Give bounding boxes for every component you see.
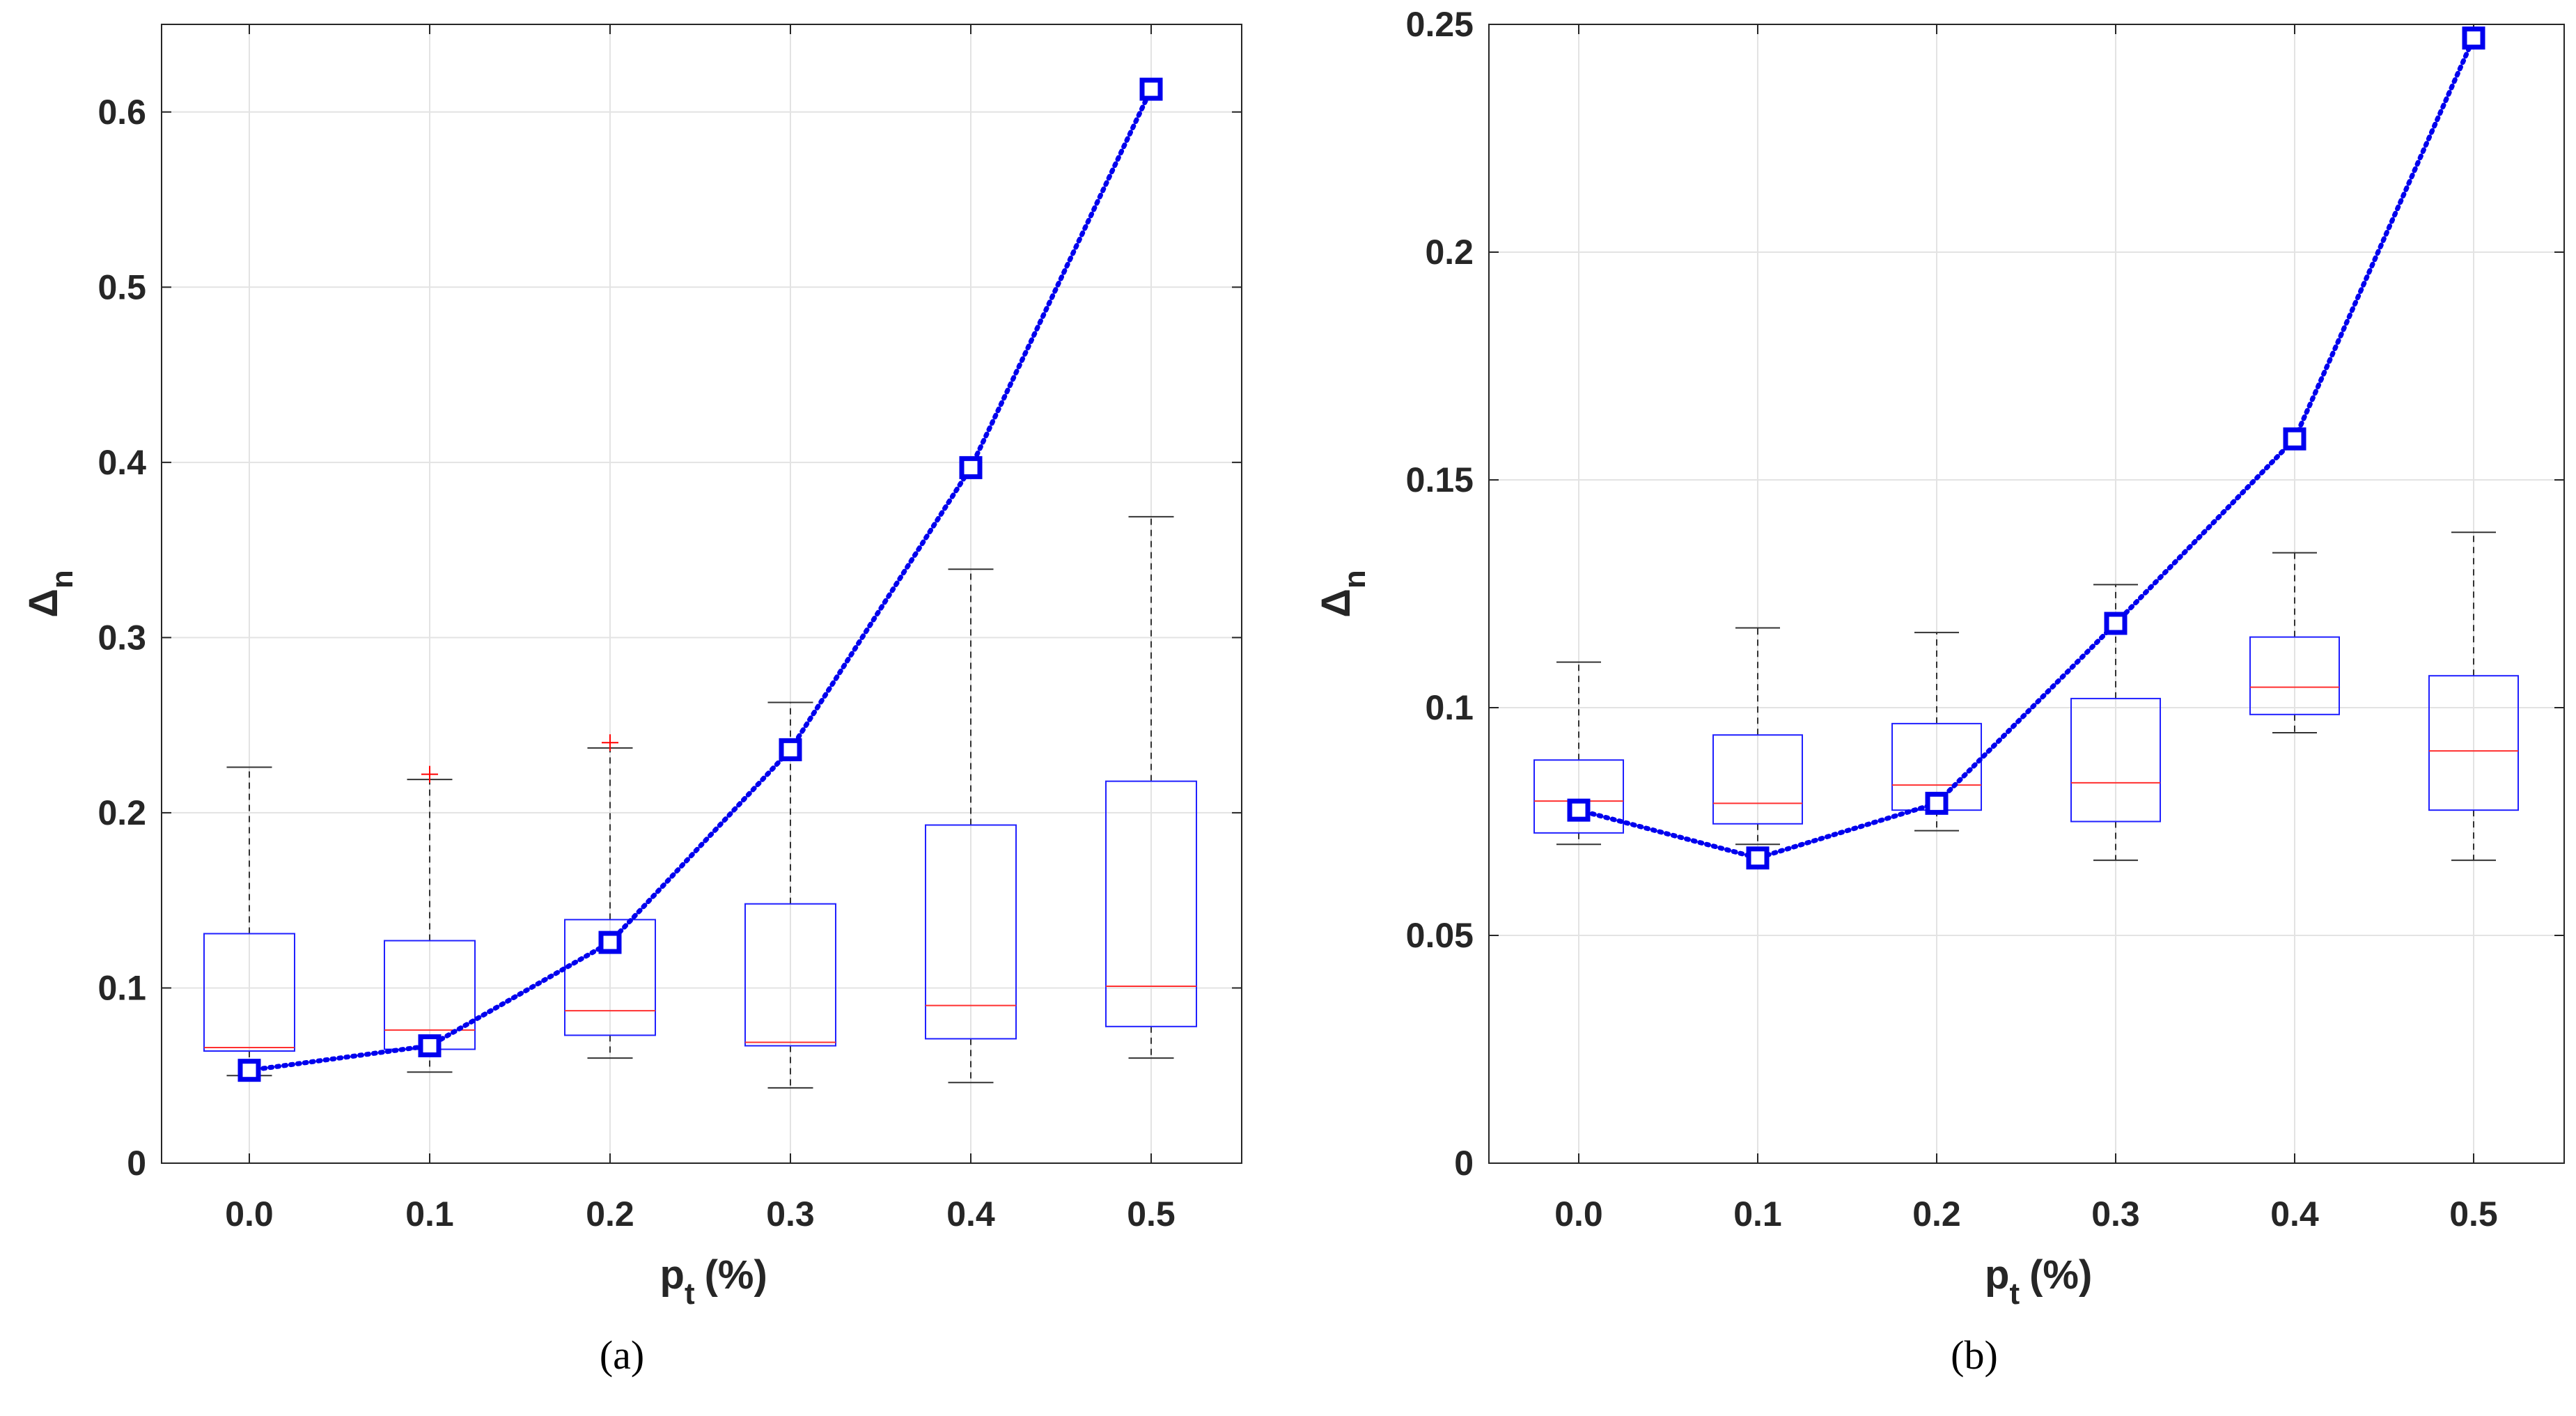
panel-label: (a) <box>600 1332 644 1378</box>
box-iqr <box>203 933 295 1052</box>
y-tick-label: 0.4 <box>97 443 146 482</box>
box-0.4 <box>925 568 1017 1084</box>
mean-point <box>2104 612 2128 635</box>
x-axis-label-unit: (%) <box>705 1252 767 1298</box>
mean-point <box>779 738 802 761</box>
panel-label-text: (b) <box>1951 1332 1998 1378</box>
box-0.3 <box>744 701 836 1089</box>
x-axis-label-main: p <box>660 1252 685 1298</box>
x-tick-label: 0.5 <box>1127 1195 1176 1234</box>
box-iqr <box>925 824 1017 1040</box>
outlier-marker <box>602 734 618 752</box>
y-tick-label: 0.2 <box>97 793 146 832</box>
y-tick-label: 0.2 <box>1425 233 1474 272</box>
mean-point <box>2283 427 2306 451</box>
y-axis-label: Δn <box>21 570 79 618</box>
box-0.4 <box>2249 552 2340 733</box>
mean-point <box>1567 798 1591 822</box>
box-iqr <box>564 919 656 1036</box>
y-tick-label: 0.05 <box>1406 916 1474 955</box>
outlier-marker <box>421 765 438 783</box>
y-axis-label: Δn <box>1313 570 1372 618</box>
y-axis-label-subscript: n <box>1338 570 1372 589</box>
y-axis-label-subscript: n <box>45 570 79 589</box>
box-iqr <box>2249 636 2340 715</box>
x-axis-label: pt (%) <box>1985 1252 2092 1311</box>
box-iqr <box>1712 734 1803 825</box>
y-tick-label: 0.25 <box>1406 5 1474 44</box>
axes-frame <box>1488 24 2565 1164</box>
x-tick-label: 0.3 <box>2091 1195 2140 1234</box>
mean-line <box>247 86 1154 1073</box>
chart-panel-a: 0 0.1 0.2 0.3 0.4 0.5 0.6 0.0 0.1 0.2 0.3 0.4 0.5 pt (… <box>21 24 1242 1378</box>
mean-point <box>598 931 622 954</box>
mean-point <box>959 456 983 479</box>
box-0.2 <box>564 734 656 1059</box>
box-iqr <box>2428 675 2519 811</box>
y-tick-label: 0.3 <box>97 618 146 657</box>
x-axis-label: pt (%) <box>660 1252 767 1311</box>
plot-area <box>162 24 1242 1163</box>
y-axis-label-main: Δ <box>21 589 66 618</box>
mean-point <box>418 1034 442 1057</box>
box-iqr <box>744 903 836 1047</box>
box-0.5 <box>2428 531 2519 862</box>
x-tick-label: 0.2 <box>1912 1195 1961 1234</box>
x-tick-label: 0.2 <box>586 1195 634 1234</box>
x-axis-label-subscript: t <box>2009 1277 2020 1311</box>
y-tick-label: 0.1 <box>97 968 146 1007</box>
y-tick-label: 0.6 <box>97 93 146 132</box>
axes-frame <box>161 24 1242 1164</box>
y-tick-label: 0.5 <box>97 267 146 306</box>
y-tick-label: 0.15 <box>1406 460 1474 499</box>
mean-line <box>1576 36 2476 861</box>
box-0.1 <box>1712 627 1803 846</box>
mean-point <box>1139 77 1163 101</box>
panel-label-text: (a) <box>600 1332 644 1378</box>
y-tick-label: 0.1 <box>1425 688 1474 727</box>
x-tick-label: 0.0 <box>1554 1195 1603 1234</box>
mean-point <box>1925 791 1949 815</box>
x-tick-label: 0.1 <box>1733 1195 1782 1234</box>
x-tick-label: 0.0 <box>225 1195 274 1234</box>
y-axis-label-main: Δ <box>1313 589 1359 618</box>
x-tick-label: 0.3 <box>766 1195 815 1234</box>
x-axis-label-main: p <box>1985 1252 2009 1298</box>
box-iqr <box>1105 780 1197 1027</box>
mean-point <box>1746 846 1770 870</box>
x-tick-label: 0.4 <box>946 1195 995 1234</box>
plot-area <box>1489 24 2564 1163</box>
box-iqr <box>1533 759 1624 834</box>
x-tick-label: 0.1 <box>405 1195 454 1234</box>
y-tick-label: 0 <box>1454 1144 1474 1183</box>
x-tick-label: 0.5 <box>2449 1195 2498 1234</box>
x-tick-label: 0.4 <box>2270 1195 2319 1234</box>
y-tick-label: 0 <box>127 1144 146 1183</box>
panel-label: (b) <box>1951 1332 1998 1378</box>
chart-panel-b: 0 0.05 0.1 0.15 0.2 0.25 0.0 0.1 0.2 0.3 0.4 0.5 pt (… <box>1313 5 2565 1378</box>
box-0.5 <box>1105 515 1197 1059</box>
box-0.3 <box>2070 584 2161 862</box>
x-axis-label-unit: (%) <box>2029 1252 2092 1298</box>
box-0.0 <box>203 766 295 1077</box>
mean-point <box>2462 26 2485 50</box>
x-axis-label-subscript: t <box>685 1277 695 1311</box>
mean-point <box>237 1059 261 1082</box>
box-iqr <box>2070 697 2161 823</box>
